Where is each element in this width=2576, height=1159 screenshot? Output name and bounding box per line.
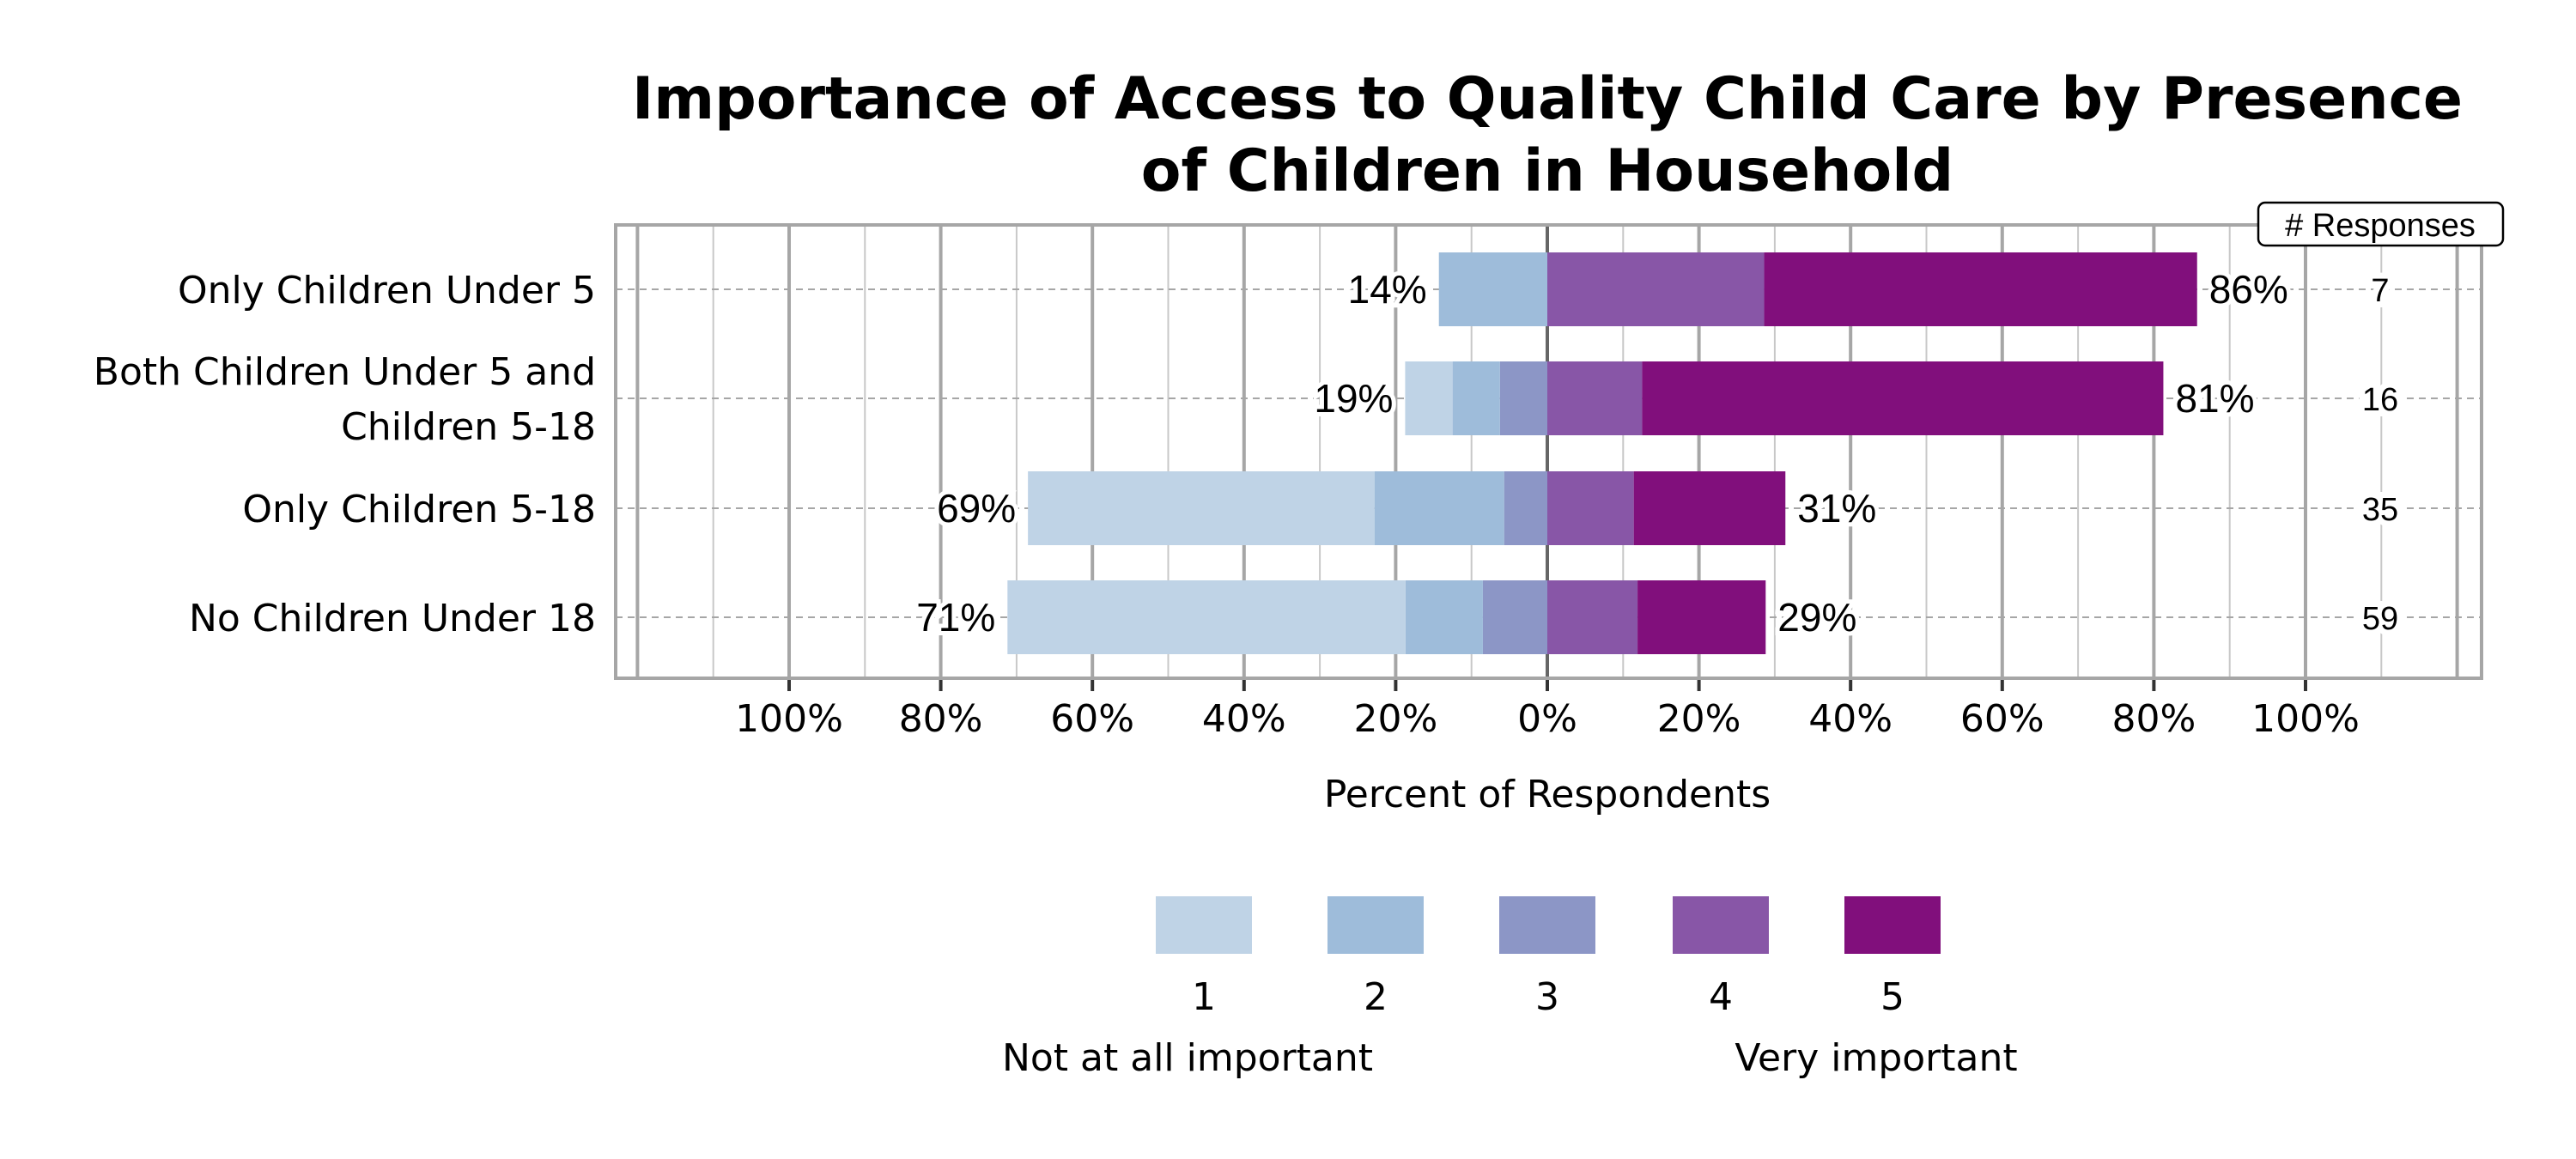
responses-header: # Responses [2257,201,2505,247]
bar-segment-1 [1028,471,1375,545]
chart-title-line-2: of Children in Household [1141,137,1953,205]
bar-segment-5 [1633,471,1786,545]
legend-swatch-2 [1327,896,1424,954]
responses-header-text: # Responses [2285,208,2476,244]
bar-segment-2 [1405,580,1483,654]
left-percent-label: 69% [937,486,1016,531]
legend: 1 2 3 4 5 [1156,896,1941,1019]
legend-label-5: 5 [1880,975,1905,1019]
chart-title-line-1: Importance of Access to Quality Child Ca… [632,65,2463,133]
bar-segment-4 [1547,361,1643,435]
legend-label-4: 4 [1709,975,1733,1019]
legend-label-1: 1 [1192,975,1216,1019]
legend-label-2: 2 [1364,975,1388,1019]
legend-low-label: Not at all important [1002,1036,1373,1080]
left-percent-label: 19% [1314,376,1393,421]
legend-label-3: 3 [1535,975,1559,1019]
x-tick-label: 60% [1050,697,1134,741]
legend-swatch-4 [1673,896,1769,954]
x-tick-label: 0% [1517,697,1577,741]
left-percent-label: 71% [916,595,995,640]
x-tick-label: 40% [1202,697,1286,741]
bar-segment-4 [1547,580,1638,654]
bar-segment-5 [1764,252,2197,326]
legend-swatch-5 [1844,896,1941,954]
bar-segment-3 [1499,361,1547,435]
bar-segment-5 [1637,580,1766,654]
x-tick-label: 100% [2251,697,2360,741]
responses-count: 16 [2362,382,2398,418]
x-tick-label: 40% [1808,697,1893,741]
bar-segment-2 [1452,361,1500,435]
bar-segment-4 [1547,471,1634,545]
bar-segment-2 [1438,252,1547,326]
legend-swatch-1 [1156,896,1252,954]
right-percent-label: 31% [1797,486,1876,531]
category-label: Both Children Under 5 and [94,350,596,394]
labels: 100% 80% 60% 40% 20% 0% 20% 40% 60% 80% 100% 14% 86%… [94,263,2404,741]
category-label: No Children Under 18 [189,597,596,640]
bar-segment-4 [1547,252,1765,326]
bar-segment-5 [1642,361,2164,435]
bar-segment-3 [1482,580,1547,654]
x-axis-title: Percent of Respondents [1324,773,1771,816]
responses-count: 59 [2362,601,2398,637]
responses-count: 7 [2371,273,2389,309]
bar-segment-1 [1007,580,1406,654]
bar-segment-2 [1374,471,1504,545]
bars [1007,252,2197,654]
category-label: Children 5-18 [341,405,596,449]
x-tick-label: 80% [899,697,983,741]
category-label: Only Children Under 5 [178,269,596,313]
legend-swatch-3 [1499,896,1595,954]
plot-frame [614,223,2483,680]
right-percent-label: 81% [2175,376,2254,421]
responses-count: 35 [2362,492,2398,528]
left-percent-label: 14% [1348,267,1427,312]
right-percent-label: 29% [1777,595,1856,640]
x-tick-label: 80% [2112,697,2196,741]
x-tick-label: 60% [1960,697,2044,741]
right-percent-label: 86% [2209,267,2288,312]
x-tick-label: 20% [1354,697,1438,741]
bar-segment-1 [1405,361,1453,435]
bar-segment-3 [1504,471,1547,545]
x-tick-label: 100% [735,697,843,741]
legend-high-label: Very important [1735,1036,2017,1080]
x-tick-label: 20% [1657,697,1741,741]
category-label: Only Children 5-18 [242,488,596,531]
